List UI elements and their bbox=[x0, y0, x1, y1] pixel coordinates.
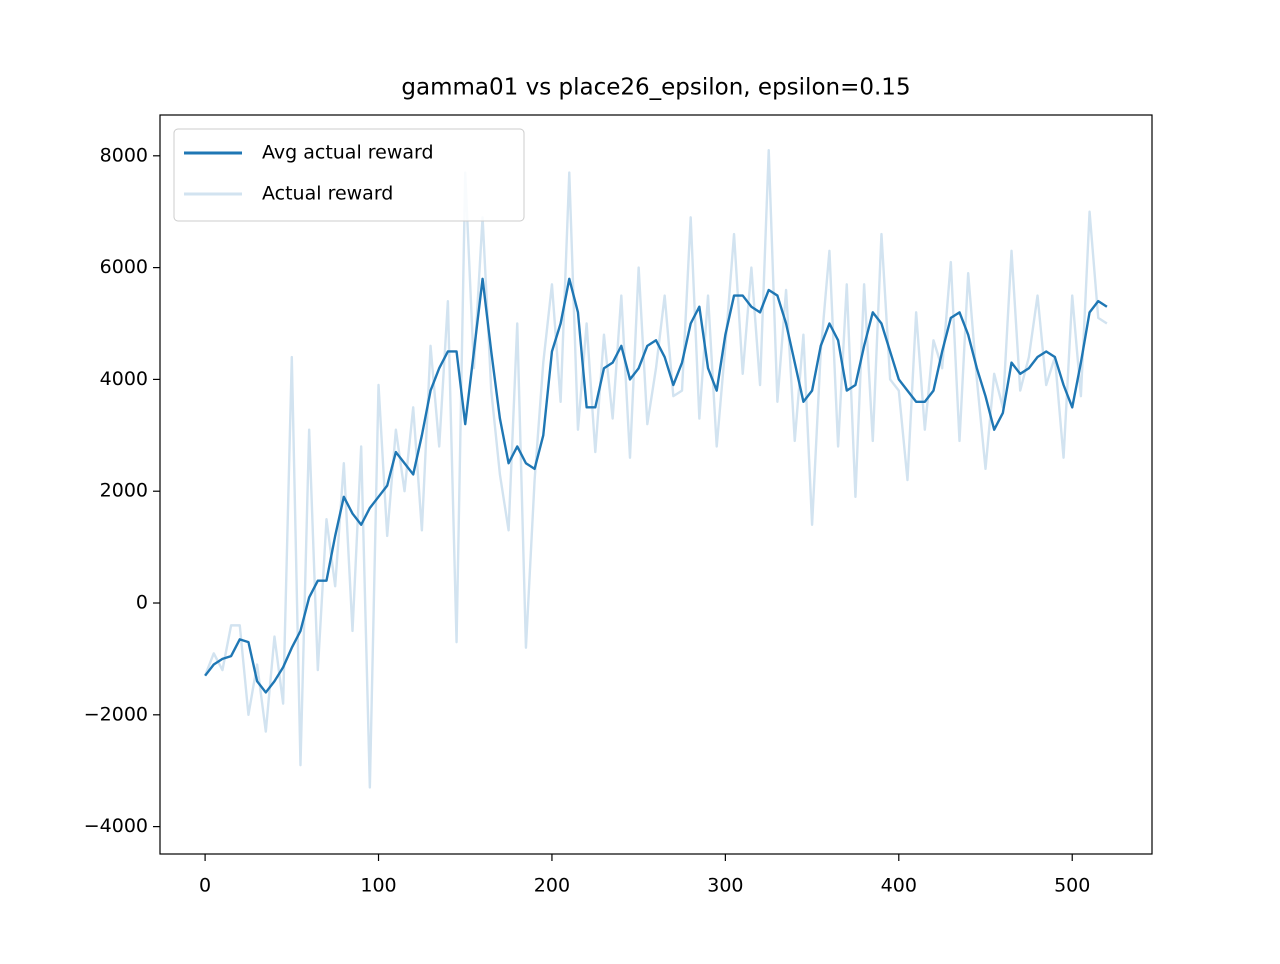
x-tick-label: 200 bbox=[534, 875, 570, 897]
y-tick-label: 6000 bbox=[100, 256, 148, 278]
y-tick-label: 0 bbox=[136, 592, 148, 614]
x-tick-label: 500 bbox=[1054, 875, 1090, 897]
y-tick-label: 4000 bbox=[100, 368, 148, 390]
x-tick-label: 300 bbox=[707, 875, 743, 897]
legend-box bbox=[173, 128, 525, 222]
series-line bbox=[203, 149, 1108, 789]
y-tick-label: −4000 bbox=[84, 815, 148, 837]
y-tick-label: 8000 bbox=[100, 144, 148, 166]
y-tick-label: 2000 bbox=[100, 480, 148, 502]
x-tick-label: 400 bbox=[881, 875, 917, 897]
series-line bbox=[204, 277, 1108, 694]
legend-label: Actual reward bbox=[262, 183, 393, 205]
y-tick-label: −2000 bbox=[84, 703, 148, 725]
x-tick-label: 0 bbox=[199, 875, 211, 897]
x-tick-label: 100 bbox=[360, 875, 396, 897]
plot-frame bbox=[159, 114, 1153, 855]
legend-label: Avg actual reward bbox=[262, 142, 434, 164]
chart-title: gamma01 vs place26_epsilon, epsilon=0.15 bbox=[401, 75, 910, 101]
